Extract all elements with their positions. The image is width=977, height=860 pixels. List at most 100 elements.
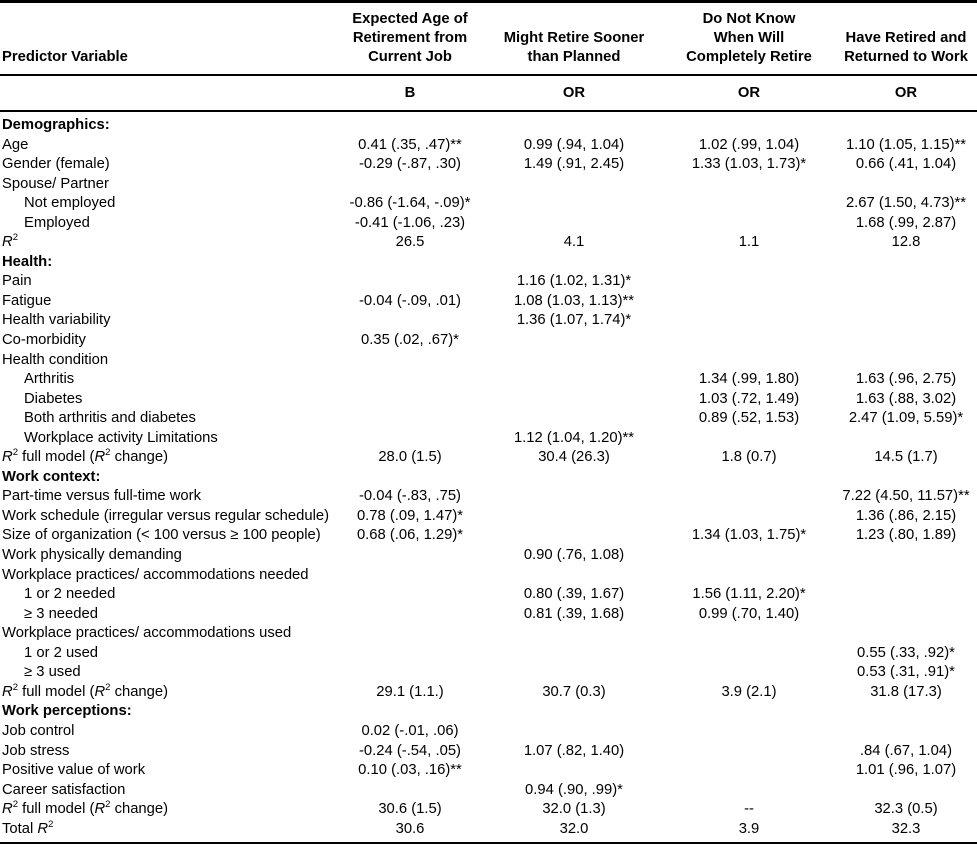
table-row: Employed -0.41 (-1.06, .23) 1.68 (.99, 2.8…: [0, 214, 977, 234]
header-line: Have Retired and: [845, 30, 967, 46]
value-cell: [663, 111, 835, 136]
header-line: When Will: [713, 30, 785, 46]
value-cell: [835, 253, 977, 273]
predictor-cell: Workplace activity Limitations: [24, 429, 218, 446]
value-cell: [485, 253, 663, 273]
header-line: Current Job: [368, 49, 452, 65]
value-cell: [335, 390, 485, 410]
value-cell: [663, 742, 835, 762]
value-cell: 0.35 (.02, .67)*: [361, 332, 459, 349]
table-row: Health:: [0, 253, 977, 273]
table-body: Demographics: Age 0.41 (.35, .47)** 0.99 (.…: [0, 111, 977, 843]
predictor-cell: R2: [2, 232, 18, 251]
value-cell: 30.6 (1.5): [378, 801, 442, 818]
table-row: Size of organization (< 100 versus ≥ 100…: [0, 526, 977, 546]
value-cell: 1.12 (1.04, 1.20)**: [513, 429, 635, 446]
header-line: Completely Retire: [686, 49, 812, 65]
value-cell: 1.02 (.99, 1.04): [698, 136, 800, 153]
value-cell: [485, 214, 663, 234]
value-cell: [663, 331, 835, 351]
value-cell: [335, 566, 485, 586]
value-cell: [663, 644, 835, 664]
value-cell: [485, 526, 663, 546]
value-cell: 2.67 (1.50, 4.73)**: [845, 195, 967, 212]
predictor-cell: R2 full model (R2 change): [2, 681, 169, 700]
value-cell: 32.3 (0.5): [874, 801, 938, 818]
value-cell: -0.29 (-.87, .30): [359, 156, 461, 173]
value-cell: 0.78 (.09, 1.47)*: [356, 507, 464, 524]
value-cell: 0.81 (.39, 1.68): [523, 605, 625, 622]
table-header: Predictor Variable Expected Age of Retir…: [0, 1, 977, 112]
column-header-retired-returned: Have Retired and Returned to Work: [835, 1, 977, 76]
predictor-cell: Fatigue: [2, 292, 52, 309]
table-row: Part-time versus full-time work -0.04 (-.…: [0, 487, 977, 507]
value-cell: [335, 644, 485, 664]
value-cell: [485, 175, 663, 195]
value-cell: [335, 409, 485, 429]
table-row: R2 full model (R2 change) 30.6 (1.5) 32.0 …: [0, 800, 977, 820]
predictor-cell: Size of organization (< 100 versus ≥ 100…: [2, 527, 321, 544]
value-cell: [485, 194, 663, 214]
table-row: Workplace practices/ accommodations used: [0, 624, 977, 644]
value-cell: [485, 507, 663, 527]
value-cell: 1.23 (.80, 1.89): [855, 527, 957, 544]
value-cell: [835, 272, 977, 292]
column-header-do-not-know: Do Not Know When Will Completely Retire: [663, 1, 835, 76]
table-row: Not employed -0.86 (-1.64, -.09)* 2.67 (1.…: [0, 194, 977, 214]
value-cell: [335, 370, 485, 390]
value-cell: 1.03 (.72, 1.49): [698, 390, 800, 407]
value-cell: 1.08 (1.03, 1.13)**: [513, 292, 635, 309]
value-cell: 30.7 (0.3): [542, 683, 606, 700]
value-cell: 0.66 (.41, 1.04): [855, 156, 957, 173]
value-cell: 1.36 (.86, 2.15): [855, 507, 957, 524]
value-cell: [663, 253, 835, 273]
stat-empty-cell: [0, 75, 335, 112]
table-row: R2 full model (R2 change) 29.1 (1.1.) 30.7…: [0, 683, 977, 703]
value-cell: [335, 311, 485, 331]
value-cell: [663, 194, 835, 214]
table-row: ≥ 3 used 0.53 (.31, .91)*: [0, 663, 977, 683]
stat-label-or-3: OR: [835, 75, 977, 112]
predictor-cell: Spouse/ Partner: [2, 175, 109, 192]
value-cell: 1.8 (0.7): [721, 449, 777, 466]
value-cell: [663, 663, 835, 683]
value-cell: [485, 663, 663, 683]
value-cell: [335, 624, 485, 644]
table-row: Diabetes 1.03 (.72, 1.49) 1.63 (.88, 3.02): [0, 390, 977, 410]
value-cell: [663, 507, 835, 527]
value-cell: 7.22 (4.50, 11.57)**: [842, 488, 970, 505]
table-row: Work context:: [0, 468, 977, 488]
value-cell: 0.53 (.31, .91)*: [857, 664, 955, 681]
table-row: Positive value of work 0.10 (.03, .16)** 1…: [0, 761, 977, 781]
value-cell: [335, 175, 485, 195]
value-cell: [835, 722, 977, 742]
table-row: Both arthritis and diabetes 0.89 (.52, 1.…: [0, 409, 977, 429]
predictor-cell: Work schedule (irregular versus regular …: [2, 507, 330, 524]
value-cell: [835, 468, 977, 488]
value-cell: [835, 292, 977, 312]
value-cell: 1.01 (.96, 1.07): [855, 762, 957, 779]
predictor-cell: 1 or 2 needed: [24, 586, 116, 603]
predictor-cell: Co-morbidity: [2, 332, 86, 349]
value-cell: [663, 781, 835, 801]
value-cell: 4.1: [563, 234, 585, 251]
table-row: Co-morbidity 0.35 (.02, .67)*: [0, 331, 977, 351]
predictor-cell: Career satisfaction: [2, 781, 126, 798]
value-cell: [835, 111, 977, 136]
header-line: Might Retire Sooner: [503, 30, 645, 46]
predictor-cell: Health:: [2, 253, 53, 270]
value-cell: 1.49 (.91, 2.45): [523, 156, 625, 173]
value-cell: [485, 761, 663, 781]
header-stat-row: B OR OR OR: [0, 75, 977, 112]
predictor-cell: Positive value of work: [2, 762, 146, 779]
value-cell: [663, 624, 835, 644]
table-row: R2 26.5 4.1 1.1 12.8: [0, 233, 977, 253]
value-cell: [663, 566, 835, 586]
value-cell: [485, 487, 663, 507]
value-cell: 0.90 (.76, 1.08): [523, 547, 625, 564]
value-cell: [835, 311, 977, 331]
value-cell: [835, 331, 977, 351]
value-cell: 2.47 (1.09, 5.59)*: [848, 410, 964, 427]
value-cell: 0.94 (.90, .99)*: [525, 781, 623, 798]
predictor-cell: Work context:: [2, 468, 101, 485]
